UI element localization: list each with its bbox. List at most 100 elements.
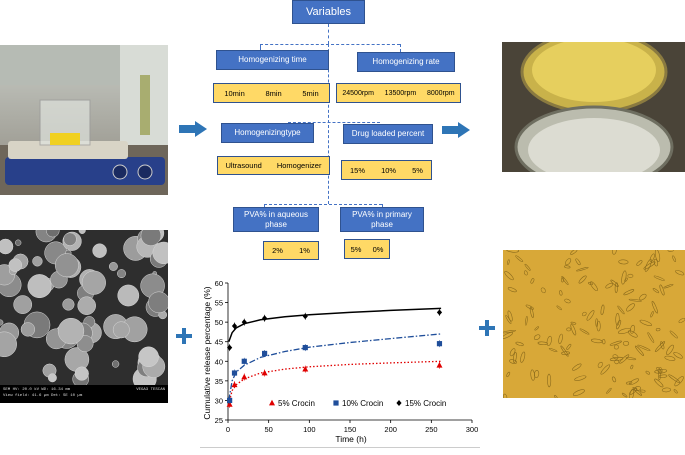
cell [639, 293, 647, 301]
microsphere [57, 317, 85, 345]
microsphere [111, 360, 120, 368]
microsphere [81, 270, 106, 295]
cell [507, 287, 517, 293]
microsphere [117, 269, 126, 279]
cell [524, 263, 531, 271]
value-item: 8000rpm [426, 89, 455, 97]
cell [609, 340, 622, 346]
chart-y-label: Cumulative release percentage (%) [202, 286, 212, 419]
cell [503, 329, 516, 334]
microsphere [13, 295, 33, 314]
cell [658, 369, 661, 381]
data-point-5-crocin [241, 373, 248, 380]
plus-icon [479, 320, 495, 341]
microsphere [92, 243, 107, 258]
cell [566, 327, 572, 332]
sem-micrograph: SEM HV: 20.0 kV WD: 16.34 mm View field:… [0, 230, 168, 403]
microsphere [77, 296, 96, 315]
legend-label-10-crocin: 10% Crocin [342, 399, 383, 408]
microsphere [138, 346, 159, 368]
microsphere [15, 239, 22, 246]
data-point-10-crocin [302, 344, 308, 351]
cell [644, 259, 652, 272]
chart-x-tick-label: 200 [384, 425, 397, 434]
legend-marker-10-crocin [333, 400, 339, 406]
cell [666, 344, 674, 355]
homogenizing-type-values: Ultrasound Homogenizer [217, 156, 330, 175]
cell [668, 374, 681, 384]
cell [561, 276, 569, 285]
data-point-10-crocin [227, 397, 233, 404]
microsphere [0, 238, 14, 255]
sem-info-line1: SEM HV: 20.0 kV WD: 16.34 mm [3, 388, 71, 392]
pva-aqueous-values: 2% 1% [263, 241, 319, 260]
cell [574, 375, 587, 381]
microsphere [47, 373, 57, 383]
cell [655, 327, 661, 332]
chart-x-tick-label: 150 [344, 425, 357, 434]
cell [565, 258, 572, 266]
cell [523, 270, 528, 276]
top-left-drop-line [260, 44, 261, 50]
cell [649, 253, 655, 262]
value-item: 24500rpm [342, 89, 374, 97]
variables-root-box: Variables [292, 0, 365, 24]
cell [506, 250, 519, 253]
cell [578, 275, 587, 284]
cell [597, 361, 603, 368]
chart-y-tick-label: 55 [215, 299, 223, 308]
chart-y-tick-label: 25 [215, 416, 223, 425]
cell [667, 250, 674, 252]
chart-y-tick-label: 60 [215, 279, 223, 288]
sem-info-bar: SEM HV: 20.0 kV WD: 16.34 mm View field:… [0, 385, 168, 403]
microsphere [108, 262, 118, 271]
chart-x-tick-label: 300 [466, 425, 479, 434]
cell [537, 341, 548, 346]
series-line-10-crocin [228, 333, 442, 401]
cell [640, 389, 646, 393]
cell [628, 298, 642, 302]
legend-marker-5-crocin [269, 399, 275, 406]
microsphere [63, 232, 77, 246]
cell [617, 305, 625, 315]
cell [525, 304, 534, 310]
cell [617, 328, 631, 335]
chart-y-tick-label: 30 [215, 396, 223, 405]
cell [650, 311, 654, 318]
microsphere [140, 230, 162, 246]
cell [590, 338, 603, 344]
value-item: 8min [265, 88, 282, 98]
cell [513, 352, 517, 363]
microsphere [20, 322, 36, 337]
data-point-10-crocin [241, 358, 247, 364]
value-item: 0% [372, 244, 384, 254]
cell [674, 376, 684, 387]
cell [540, 287, 546, 294]
cell [534, 370, 540, 378]
chart-bottom-rule [200, 447, 480, 448]
plus-icon [176, 328, 192, 349]
microsphere [78, 230, 86, 234]
cell [673, 389, 678, 394]
chart-y-tick-label: 50 [215, 318, 223, 327]
cell [579, 328, 590, 335]
cell [675, 270, 685, 276]
cell [547, 373, 552, 388]
bottom-left-drop-line [264, 204, 265, 208]
drug-loaded-percent-values: 15% 10% 5% [341, 160, 432, 180]
chart-y-tick-label: 45 [215, 338, 223, 347]
drug-loaded-percent-box: Drug loaded percent [343, 124, 433, 144]
microsphere [0, 319, 4, 326]
data-point-5-crocin [231, 381, 238, 388]
right-arrow-icon [442, 122, 470, 143]
cell [530, 278, 535, 284]
cell [610, 279, 619, 287]
cell [634, 386, 642, 392]
sem-info-line2: View field: 41.6 µm Det: SE 10 µm [3, 394, 83, 398]
series-line-5-crocin [228, 360, 442, 405]
data-point-15-crocin [436, 309, 443, 316]
legend-label-15-crocin: 15% Crocin [405, 399, 446, 408]
cell [572, 363, 582, 371]
cell [622, 340, 630, 346]
cell [619, 354, 630, 364]
